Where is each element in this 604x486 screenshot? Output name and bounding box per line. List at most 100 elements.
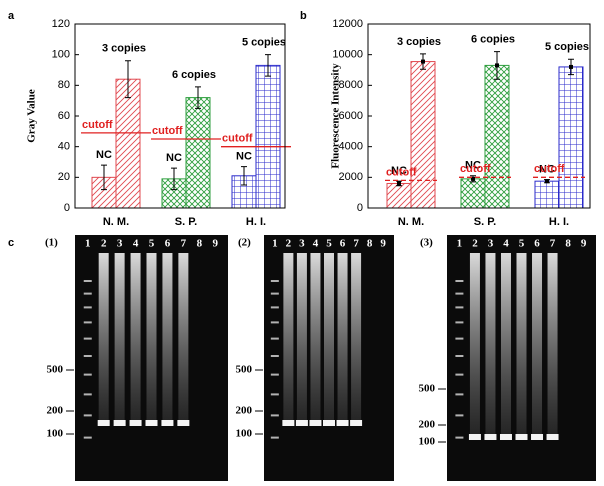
nc-label: NC — [236, 151, 252, 163]
lane-smear — [337, 253, 348, 423]
lane-band — [309, 420, 322, 426]
lane-number: 7 — [181, 238, 187, 250]
cutoff-label: cutoff — [460, 163, 491, 175]
copies-label: 6 copies — [471, 34, 515, 46]
panel-label: a — [8, 10, 15, 22]
size-marker: 100 — [236, 428, 253, 440]
y-axis-label: Gray Value — [26, 89, 38, 143]
lane-number: 3 — [488, 238, 494, 250]
y-tick-label: 60 — [58, 110, 70, 122]
error-bar — [101, 164, 107, 191]
lane-band — [350, 420, 363, 426]
y-tick-label: 10000 — [332, 49, 363, 61]
size-marker: 500 — [419, 383, 436, 395]
ladder-band — [270, 292, 279, 295]
y-tick-label: 0 — [64, 202, 70, 214]
lane-smear — [296, 253, 307, 423]
lane-band — [484, 434, 497, 440]
ladder-band — [455, 321, 464, 324]
x-tick-label: H. I. — [246, 216, 266, 228]
point — [471, 176, 475, 181]
point — [397, 181, 401, 186]
lane-smear — [310, 253, 321, 423]
cutoff-label: cutoff — [386, 166, 417, 178]
lane-smear — [130, 253, 141, 423]
lane-band — [323, 420, 335, 426]
x-tick-label: N. M. — [398, 216, 424, 228]
plot-frame — [367, 23, 591, 209]
ladder-band — [455, 393, 464, 396]
lane-band — [113, 420, 126, 426]
copies-label: 3 copies — [102, 43, 146, 55]
lane-band — [177, 420, 190, 426]
ladder-band — [455, 355, 464, 357]
point — [495, 63, 499, 68]
lane-number: 2 — [286, 238, 292, 250]
size-marker: 100 — [419, 436, 436, 448]
ladder-band — [270, 280, 279, 282]
bar — [255, 64, 281, 209]
lane-number: 9 — [581, 238, 587, 250]
nc-label: NC — [539, 164, 555, 176]
plot-frame — [74, 23, 286, 209]
panel-label: b — [300, 10, 307, 22]
lane-number: 5 — [519, 238, 525, 250]
lane-number: 7 — [353, 238, 359, 250]
lane-smear — [351, 253, 362, 423]
lane-smear — [547, 253, 558, 437]
size-marker: 100 — [47, 428, 64, 440]
lane-band — [97, 420, 110, 426]
ladder-band — [83, 321, 92, 324]
lane-number: 6 — [340, 238, 346, 250]
ladder-band — [270, 306, 279, 309]
x-tick-label: S. P. — [474, 216, 496, 228]
lane-smear — [532, 253, 543, 437]
lane-number: 3 — [299, 238, 305, 250]
lane-number: 6 — [534, 238, 540, 250]
y-tick-label: 80 — [58, 79, 70, 91]
bar — [558, 66, 584, 209]
lane-smear — [98, 253, 109, 423]
lane-number: 2 — [101, 238, 107, 250]
lane-number: 2 — [472, 238, 478, 250]
lane-band — [161, 420, 174, 426]
ladder-band — [270, 337, 279, 340]
y-tick-label: 100 — [52, 49, 70, 61]
x-tick-label: S. P. — [175, 216, 197, 228]
lane-smear — [162, 253, 173, 423]
lane-smear — [324, 253, 334, 423]
lane-number: 5 — [149, 238, 155, 250]
lane-band — [546, 434, 559, 440]
size-marker: 200 — [47, 405, 64, 417]
lane-number: 9 — [213, 238, 219, 250]
y-tick-label: 0 — [357, 202, 363, 214]
size-marker: 500 — [236, 364, 253, 376]
ladder-band — [455, 373, 464, 376]
lane-band — [336, 420, 349, 426]
y-tick-label: 2000 — [339, 171, 363, 183]
ladder-band — [455, 436, 464, 439]
error-bar — [195, 86, 201, 109]
ladder-band — [270, 393, 279, 396]
x-tick-label: H. I. — [549, 216, 569, 228]
panel-label: c — [8, 237, 14, 249]
x-tick-label: N. M. — [103, 216, 129, 228]
lane-number: 7 — [550, 238, 556, 250]
lane-number: 1 — [272, 238, 278, 250]
lane-number: 1 — [85, 238, 91, 250]
y-tick-label: 120 — [52, 18, 70, 30]
nc-label: NC — [96, 149, 112, 161]
ladder-band — [83, 292, 92, 295]
bar — [460, 178, 486, 209]
cutoff-label: cutoff — [152, 125, 183, 137]
y-axis-label: Fluorescence Intensity — [330, 63, 342, 169]
gel-label: (2) — [238, 237, 251, 249]
lane-band — [295, 420, 308, 426]
ladder-band — [270, 321, 279, 324]
y-tick-label: 40 — [58, 141, 70, 153]
lane-number: 8 — [565, 238, 571, 250]
ladder-band — [455, 306, 464, 309]
bar — [484, 64, 510, 209]
lane-band — [499, 434, 512, 440]
lane-number: 8 — [367, 238, 373, 250]
